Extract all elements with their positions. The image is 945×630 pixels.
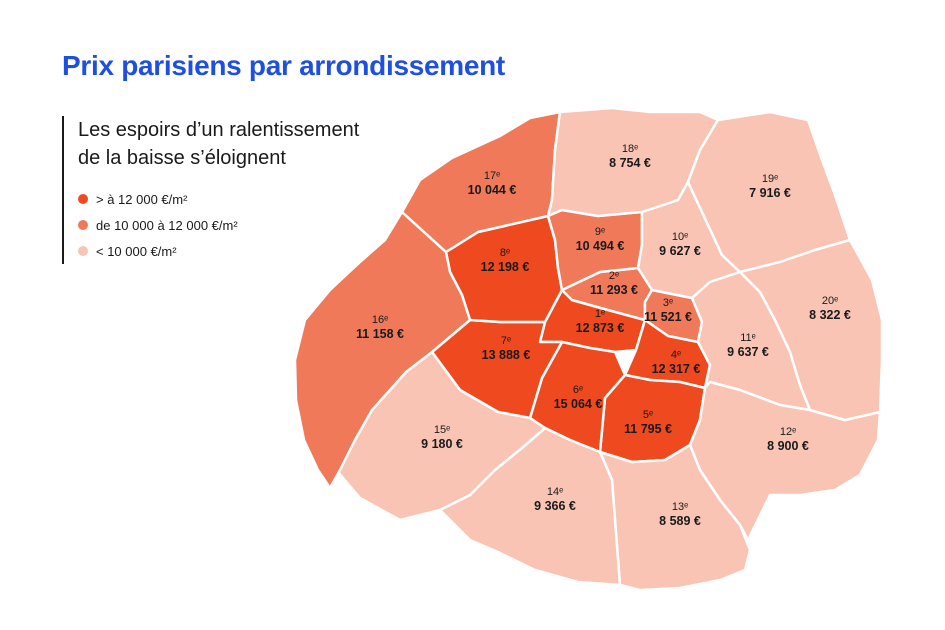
district-number-16: 16ᵉ: [372, 314, 388, 326]
district-number-4: 4ᵉ: [671, 349, 681, 361]
district-16: [293, 210, 472, 490]
district-price-13: 8 589 €: [659, 514, 701, 528]
district-number-15: 15ᵉ: [434, 424, 450, 436]
district-number-14: 14ᵉ: [547, 486, 563, 498]
district-price-17: 10 044 €: [468, 183, 517, 197]
district-price-7: 13 888 €: [482, 348, 531, 362]
district-price-18: 8 754 €: [609, 156, 651, 170]
page-title: Prix parisiens par arrondissement: [62, 50, 505, 81]
district-number-8: 8ᵉ: [500, 247, 510, 259]
district-number-6: 6ᵉ: [573, 384, 583, 396]
district-number-10: 10ᵉ: [672, 231, 688, 243]
legend-item-mid: de 10 000 à 12 000 €/m²: [78, 212, 238, 238]
district-price-12: 8 900 €: [767, 439, 809, 453]
legend-label-mid: de 10 000 à 12 000 €/m²: [96, 217, 238, 233]
district-number-12: 12ᵉ: [780, 426, 796, 438]
district-price-19: 7 916 €: [749, 186, 791, 200]
legend-item-low: < 10 000 €/m²: [78, 238, 238, 264]
district-number-20: 20ᵉ: [822, 295, 838, 307]
district-price-11: 9 637 €: [727, 345, 769, 359]
district-price-2: 11 293 €: [590, 283, 638, 297]
subtitle: Les espoirs d’un ralentissement de la ba…: [78, 116, 359, 172]
district-number-13: 13ᵉ: [672, 501, 688, 513]
district-price-16: 11 158 €: [356, 327, 404, 341]
district-price-4: 12 317 €: [652, 362, 701, 376]
district-number-1: 1ᵉ: [595, 308, 605, 320]
legend: > à 12 000 €/m² de 10 000 à 12 000 €/m² …: [78, 186, 238, 264]
district-price-1: 12 873 €: [576, 321, 625, 335]
subtitle-line-1: Les espoirs d’un ralentissement: [78, 119, 360, 141]
legend-label-low: < 10 000 €/m²: [96, 243, 177, 259]
subtitle-bar: [62, 116, 64, 264]
district-price-6: 15 064 €: [554, 397, 603, 411]
district-number-5: 5ᵉ: [643, 409, 653, 421]
district-price-3: 11 521 €: [644, 310, 692, 324]
district-number-9: 9ᵉ: [595, 226, 605, 238]
subtitle-line-2: de la baisse s’éloignent: [78, 147, 286, 169]
district-price-14: 9 366 €: [534, 499, 576, 513]
legend-dot-low: [78, 246, 88, 256]
legend-item-high: > à 12 000 €/m²: [78, 186, 238, 212]
legend-dot-mid: [78, 220, 88, 230]
district-price-8: 12 198 €: [481, 260, 530, 274]
district-number-18: 18ᵉ: [622, 143, 638, 155]
district-price-20: 8 322 €: [809, 308, 851, 322]
district-20: [738, 238, 884, 422]
district-number-2: 2ᵉ: [609, 270, 619, 282]
district-number-3: 3ᵉ: [663, 297, 673, 309]
district-number-7: 7ᵉ: [501, 335, 511, 347]
legend-dot-high: [78, 194, 88, 204]
district-18: [546, 106, 720, 218]
district-number-11: 11ᵉ: [740, 332, 756, 344]
district-price-10: 9 627 €: [659, 244, 701, 258]
legend-label-high: > à 12 000 €/m²: [96, 191, 188, 207]
district-price-9: 10 494 €: [576, 239, 625, 253]
district-number-19: 19ᵉ: [762, 173, 778, 185]
district-price-15: 9 180 €: [421, 437, 463, 451]
district-number-17: 17ᵉ: [484, 170, 500, 182]
district-price-5: 11 795 €: [624, 422, 672, 436]
